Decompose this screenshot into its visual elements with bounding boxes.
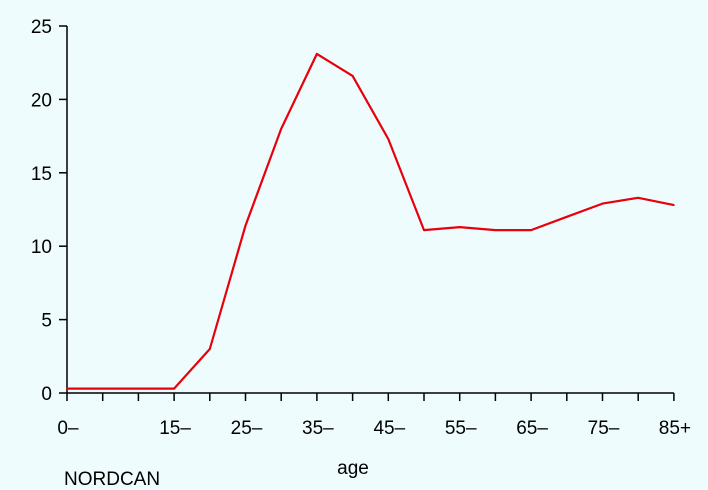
- series-line: [67, 52, 675, 390]
- data-point: [387, 138, 390, 140]
- data-point: [601, 202, 604, 205]
- data-point: [208, 348, 211, 350]
- data-point: [137, 387, 140, 390]
- x-axis-ticks: 0– 15– 25– 35– 45– 55– 65– 75– 85+: [57, 393, 691, 439]
- y-tick-label: 15: [31, 164, 52, 185]
- data-point: [173, 387, 176, 390]
- x-tick-label: 45–: [373, 418, 405, 439]
- x-tick-label: 15–: [159, 418, 191, 439]
- y-tick-label: 0: [41, 384, 52, 405]
- data-point: [530, 229, 532, 231]
- y-tick-label: 5: [41, 311, 52, 332]
- data-point: [565, 215, 568, 218]
- data-point: [66, 387, 68, 390]
- data-point: [280, 127, 283, 130]
- data-point: [423, 229, 425, 231]
- data-point: [351, 75, 354, 77]
- x-tick-label: 65–: [516, 418, 548, 439]
- series-group: [66, 52, 675, 390]
- x-tick-label: 85+: [659, 418, 691, 439]
- data-point: [673, 204, 675, 206]
- x-axis-title: age: [337, 458, 369, 479]
- y-axis-ticks: 0 5 10 15 20 25: [31, 17, 67, 405]
- x-tick-label: 0–: [57, 418, 79, 439]
- y-tick-label: 20: [31, 90, 52, 111]
- data-point: [101, 387, 104, 390]
- data-point: [494, 229, 497, 231]
- x-tick-label: 25–: [231, 418, 263, 439]
- x-tick-label: 55–: [445, 418, 477, 439]
- axes: [66, 26, 674, 394]
- x-tick-label: 35–: [302, 418, 334, 439]
- data-point: [458, 226, 461, 229]
- data-point: [637, 196, 640, 199]
- y-tick-label: 25: [31, 17, 52, 38]
- y-tick-label: 10: [31, 237, 52, 258]
- data-point: [244, 224, 247, 227]
- source-label: NORDCAN: [64, 469, 161, 490]
- data-point: [316, 52, 318, 55]
- x-tick-label: 75–: [588, 418, 620, 439]
